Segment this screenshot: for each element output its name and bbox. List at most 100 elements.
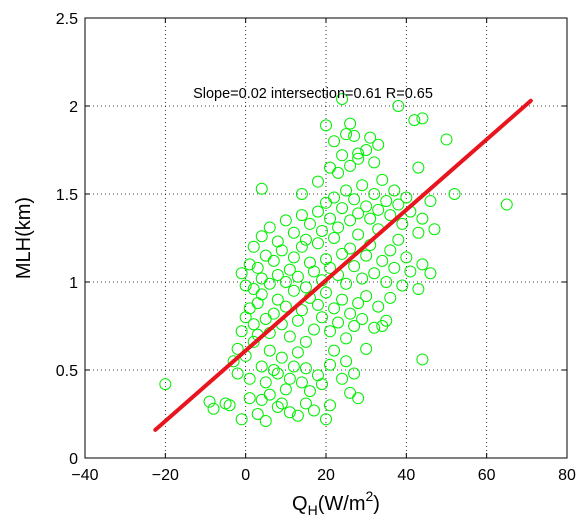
data-point: [408, 114, 421, 127]
data-point: [364, 212, 377, 225]
data-point: [287, 226, 300, 239]
data-point: [412, 283, 425, 296]
data-point: [255, 230, 268, 243]
data-point: [303, 256, 316, 269]
data-point: [279, 383, 292, 396]
data-point: [307, 404, 320, 417]
data-point: [263, 221, 276, 234]
data-point: [251, 297, 264, 310]
data-point: [400, 251, 413, 264]
data-point: [360, 290, 373, 303]
data-point: [159, 378, 172, 391]
data-point: [324, 358, 337, 371]
data-point: [247, 335, 260, 348]
data-point: [332, 166, 345, 179]
data-point: [348, 367, 361, 380]
data-point: [235, 325, 248, 338]
data-point: [344, 214, 357, 227]
data-point: [291, 409, 304, 422]
data-point: [340, 128, 353, 141]
data-point: [368, 188, 381, 200]
data-point: [356, 312, 369, 325]
x-tick-label: −20: [152, 467, 179, 484]
data-point: [315, 378, 328, 391]
data-point: [368, 156, 381, 169]
data-point: [396, 279, 409, 292]
axis-ticks: −40 −20 0 20 40 60 80 0 0.5 1 1.5 2 2.5: [56, 11, 576, 484]
data-point: [352, 297, 365, 310]
data-point: [376, 173, 389, 186]
x-axis-label: QH(W/m2): [292, 488, 380, 518]
data-point: [255, 288, 268, 301]
data-point: [376, 320, 389, 332]
data-point: [283, 330, 296, 343]
x-tick-label: 40: [397, 467, 415, 484]
data-point: [315, 224, 328, 237]
data-point: [255, 182, 268, 195]
data-point: [396, 217, 409, 230]
data-point: [352, 147, 365, 160]
data-point: [384, 244, 397, 257]
data-point: [368, 321, 381, 334]
y-tick-label: 2.5: [56, 11, 78, 28]
data-point: [336, 372, 349, 385]
x-tick-label: 20: [317, 467, 335, 484]
data-point: [344, 307, 357, 320]
data-point: [372, 300, 385, 313]
data-point: [275, 351, 288, 364]
data-point: [231, 367, 244, 380]
data-point: [295, 376, 308, 389]
data-point: [500, 198, 513, 211]
data-point: [263, 388, 276, 401]
data-point: [271, 235, 284, 248]
data-point: [384, 291, 397, 304]
data-point: [428, 223, 441, 236]
data-point: [340, 277, 353, 290]
data-point: [404, 265, 417, 278]
data-point: [324, 161, 337, 174]
data-point: [231, 342, 244, 355]
data-point: [271, 268, 284, 281]
data-point: [267, 307, 280, 320]
data-point: [360, 249, 373, 262]
data-point: [412, 161, 425, 174]
data-point: [360, 342, 373, 355]
data-point: [235, 413, 248, 426]
data-point: [255, 393, 268, 406]
data-point: [243, 302, 256, 315]
data-point: [307, 323, 320, 336]
data-point: [295, 304, 308, 317]
x-tick-label: 80: [558, 467, 576, 484]
data-point: [247, 240, 260, 253]
data-point: [380, 195, 393, 208]
data-point: [275, 397, 288, 410]
data-point: [336, 293, 349, 306]
data-point: [263, 344, 276, 357]
data-point: [348, 320, 361, 332]
data-point: [348, 129, 361, 142]
data-point: [328, 344, 341, 357]
data-point: [324, 399, 337, 412]
data-point: [324, 212, 337, 225]
x-axis-label-close: ): [373, 493, 380, 515]
data-point: [352, 228, 365, 241]
data-point: [227, 355, 240, 368]
data-point: [299, 362, 312, 375]
data-point: [344, 117, 357, 130]
y-tick-label: 2: [69, 99, 78, 116]
data-point: [283, 263, 296, 276]
data-point: [344, 159, 357, 172]
data-point: [287, 360, 300, 373]
data-point: [372, 203, 385, 216]
data-point: [364, 131, 377, 144]
data-point: [336, 202, 349, 215]
data-point: [283, 372, 296, 385]
x-axis-label-superscript: 2: [365, 488, 373, 504]
data-point: [424, 195, 437, 208]
data-point: [311, 205, 324, 218]
data-point: [299, 233, 312, 246]
data-point: [380, 276, 393, 288]
data-point: [279, 214, 292, 227]
data-point: [275, 244, 288, 257]
